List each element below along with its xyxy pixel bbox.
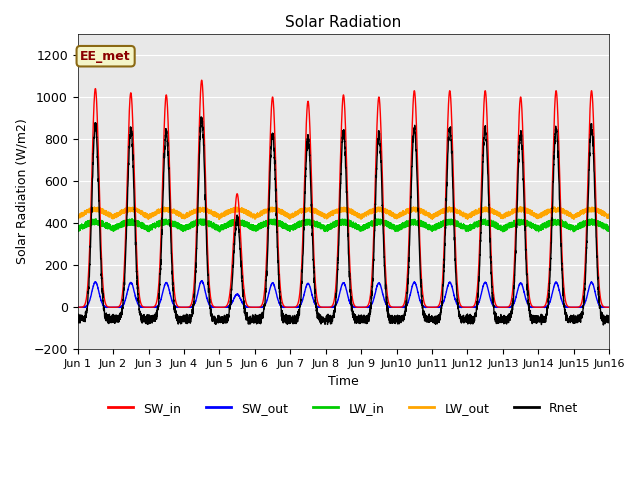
SW_in [324,304,332,310]
Rnet [74,317,81,323]
LW_in [170,218,177,224]
SW_in [463,304,470,310]
LW_out [605,213,612,218]
SW_out [433,304,441,310]
SW_out [198,278,205,284]
SW_out [324,304,332,310]
SW_in [74,304,81,310]
SW_out [605,304,613,310]
Rnet [463,316,470,322]
Rnet [493,314,500,320]
Rnet [433,314,441,320]
Line: LW_out: LW_out [77,207,609,219]
SW_in [170,273,177,278]
LW_out [463,215,470,221]
LW_in [433,221,441,227]
Rnet [605,318,613,324]
LW_out [170,208,177,214]
Rnet [605,315,612,321]
Rnet [197,114,205,120]
LW_in [493,220,500,226]
X-axis label: Time: Time [328,374,359,387]
SW_in [433,304,441,310]
SW_in [216,304,223,310]
Line: SW_in: SW_in [77,80,609,307]
LW_out [445,204,453,210]
LW_in [499,229,507,235]
SW_out [463,304,470,310]
Rnet [600,322,607,328]
SW_out [170,301,177,307]
Y-axis label: Solar Radiation (W/m2): Solar Radiation (W/m2) [15,119,28,264]
SW_in [493,303,500,309]
SW_in [605,304,612,310]
SW_out [458,305,465,311]
LW_in [463,226,470,231]
Line: LW_in: LW_in [77,219,609,232]
LW_in [324,228,332,234]
Rnet [170,287,177,293]
LW_out [74,212,81,218]
LW_out [216,216,223,222]
Line: Rnet: Rnet [77,117,609,325]
Legend: SW_in, SW_out, LW_in, LW_out, Rnet: SW_in, SW_out, LW_in, LW_out, Rnet [104,396,584,420]
LW_in [197,216,205,222]
Title: Solar Radiation: Solar Radiation [285,15,401,30]
LW_in [605,224,612,229]
Line: SW_out: SW_out [77,281,609,308]
SW_out [74,304,81,310]
LW_in [605,225,613,231]
LW_out [433,212,441,217]
SW_out [605,304,612,310]
SW_in [198,77,205,83]
LW_in [74,226,81,231]
LW_out [605,212,613,217]
Rnet [324,322,332,327]
LW_out [493,213,500,218]
SW_in [605,304,613,310]
SW_out [493,304,500,310]
LW_out [324,211,332,216]
Text: EE_met: EE_met [80,50,131,63]
